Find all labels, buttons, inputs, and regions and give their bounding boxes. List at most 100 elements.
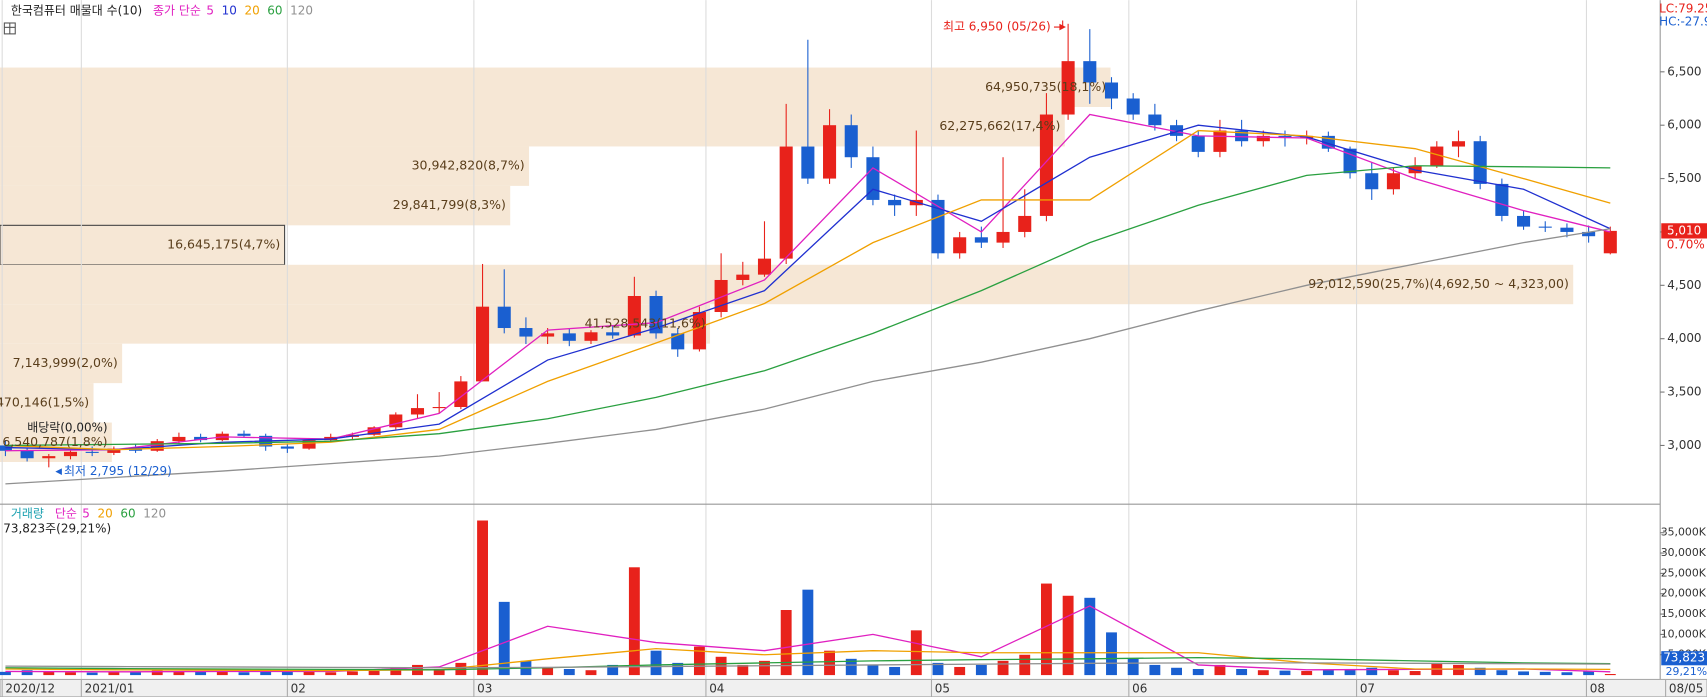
candle-body (1451, 141, 1466, 147)
y-tick-label: 35,000K (1661, 526, 1707, 539)
candle-body (194, 436, 208, 441)
volume-bar (195, 671, 207, 676)
volume-bar (1236, 668, 1248, 676)
candle-body (606, 332, 620, 336)
candle-body (63, 451, 78, 457)
volume-bar (1062, 595, 1074, 676)
candle-body (692, 312, 706, 350)
change-label: 0.70% (1667, 238, 1705, 252)
volume-bar (1409, 671, 1421, 676)
legend-entry: 60 (267, 4, 282, 18)
candle-body (1560, 227, 1574, 232)
annotation-arrowhead (55, 468, 62, 475)
candle-body (823, 125, 837, 179)
y-tick-label: 3,000 (1667, 438, 1701, 452)
candle-body (736, 274, 750, 280)
volume-bar (542, 666, 554, 676)
volume-bar (954, 666, 966, 676)
volume-bar (910, 630, 922, 676)
volume-last-value: 73,823 (1663, 651, 1705, 665)
x-tick-label: 06 (1132, 682, 1147, 696)
candle-body (1213, 130, 1227, 152)
legend-prefix: 종가 단순 (153, 4, 201, 18)
volume-bar (1171, 667, 1182, 676)
volume-profile (0, 67, 1574, 462)
candle-body (866, 157, 880, 200)
ma-line (5, 113, 1611, 452)
candle-body (302, 440, 316, 449)
candle-body (671, 333, 685, 350)
candle-body (1191, 135, 1205, 152)
dividend-note: 배당락(0,00%) (27, 420, 107, 434)
candle-body (541, 333, 555, 337)
volume-bar (802, 589, 814, 676)
candle-body (801, 146, 815, 179)
hc-label: HC:-27.9 (1659, 14, 1707, 28)
volume-bar (1453, 664, 1464, 676)
profile-label: 30,942,820(8,7%) (412, 158, 525, 173)
volume-bar (780, 610, 792, 676)
x-tick-label: 03 (477, 682, 492, 696)
profile-label: 6,540,787(1,8%) (2, 434, 107, 449)
candle-body (1256, 135, 1270, 142)
x-tick-label: 2021/01 (85, 682, 135, 696)
candle-body (584, 332, 598, 341)
labels: 한국컴퓨터 매물대 수(10) 종가 단순 5 10 20 60 120 거래량 단순 5 20 60… (0, 4, 1569, 536)
candle-body (85, 451, 99, 453)
volume-bar (1474, 667, 1486, 676)
ma-line (5, 124, 1611, 451)
volume-bar (477, 520, 488, 676)
volume-bar (1604, 674, 1616, 676)
volume-bar (932, 662, 944, 676)
volume-bar (303, 671, 315, 676)
volume-bar (1322, 669, 1334, 676)
volume-bar (1539, 671, 1551, 676)
right-axis-bg (1660, 0, 1707, 680)
date-axis-bg (0, 678, 1707, 697)
profile-label: 16,645,175(4,7%) (167, 237, 280, 252)
candle-body (367, 427, 381, 435)
volume-bar (1366, 667, 1378, 676)
volume-bar (1149, 664, 1161, 676)
profile-band (0, 422, 112, 462)
candle-body (519, 328, 533, 337)
profile-label: 41,528,543(11,6%) (585, 315, 706, 330)
last-price-label: 5,010 (1667, 223, 1701, 237)
legend-entry: 5 (82, 506, 90, 520)
candle-body (1582, 231, 1596, 237)
ma-line (5, 129, 1611, 451)
y-tick-label: 4,500 (1667, 278, 1701, 292)
x-tick-label: 2020/12 (5, 682, 55, 696)
ma-line (5, 656, 1611, 671)
candle-body (1104, 82, 1119, 99)
legend-entry: 20 (244, 4, 259, 18)
x-tick-label: 05 (935, 682, 950, 696)
volume-bar (325, 672, 337, 676)
candle-body (996, 231, 1010, 243)
candle-body (1538, 226, 1552, 228)
profile-band (0, 224, 286, 266)
candle-body (649, 295, 663, 334)
volume-bar (130, 672, 141, 676)
annotation: 최저 2,795 (12/29) (64, 464, 172, 478)
candle-body (476, 306, 490, 382)
volume-bar (108, 671, 120, 676)
ma-line (5, 662, 1611, 669)
volume-bar (1301, 671, 1313, 676)
y-tick-label: 5,500 (1667, 171, 1701, 185)
profile-label: 92,012,590(25,7%)(4,692,50 ~ 4,323,00) (1308, 276, 1569, 291)
volume-last-box (1661, 651, 1707, 666)
y-tick-label: 10,000K (1661, 627, 1707, 640)
candle-body (844, 125, 858, 158)
candle-body (237, 433, 251, 436)
volume-bar (346, 671, 358, 676)
volume-bar (281, 671, 293, 676)
volume-bar (1518, 671, 1529, 676)
volume-bar (1040, 583, 1052, 676)
chart-title: 거래량 (11, 506, 44, 520)
y-tick-label: 30,000K (1661, 546, 1707, 559)
candle-body (757, 258, 772, 275)
candle-body (1473, 141, 1487, 184)
y-tick-label: 15,000K (1661, 607, 1707, 620)
